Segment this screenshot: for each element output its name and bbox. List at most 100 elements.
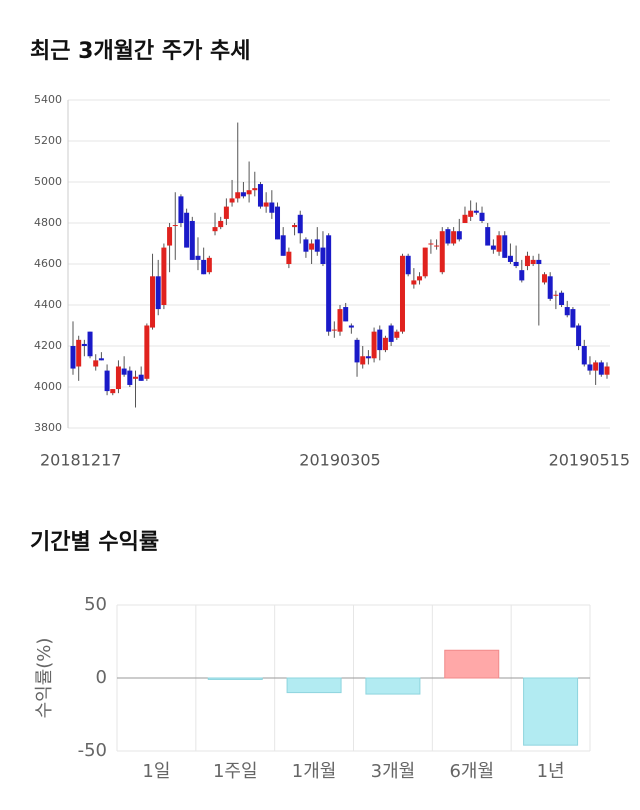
x-tick-label: 1주일 xyxy=(213,761,258,782)
candle-body xyxy=(434,245,440,247)
candle-body xyxy=(240,192,246,197)
candle-body xyxy=(337,309,343,332)
candle-body xyxy=(564,307,570,316)
candle-body xyxy=(479,212,485,221)
candle-body xyxy=(604,366,610,375)
candle-body xyxy=(542,274,548,283)
bar xyxy=(444,649,500,679)
candle-body xyxy=(553,294,559,296)
y-tick-label: 50 xyxy=(84,594,107,615)
candle-body xyxy=(507,255,513,262)
candle-body xyxy=(297,214,303,234)
candle-body xyxy=(530,259,536,264)
candle-body xyxy=(121,368,127,375)
candle-body xyxy=(524,255,530,267)
candle-body xyxy=(411,280,417,285)
candle-body xyxy=(365,356,371,359)
candle-body xyxy=(138,374,144,381)
candle-body xyxy=(70,346,76,369)
candle-body xyxy=(320,247,326,264)
candle-body xyxy=(127,370,133,385)
y-tick-label: 0 xyxy=(96,667,107,688)
candle-body xyxy=(428,243,434,245)
candle-body xyxy=(581,346,587,365)
candle-body xyxy=(98,358,104,361)
candle-body xyxy=(87,331,93,357)
candle-body xyxy=(155,276,161,310)
y-tick-label: 4400 xyxy=(34,298,62,311)
candle-body xyxy=(252,188,258,191)
candle-body xyxy=(263,202,269,207)
candle-body xyxy=(206,257,212,273)
bar xyxy=(286,677,342,694)
candle-body xyxy=(451,231,457,244)
bar xyxy=(523,677,579,746)
candle-body xyxy=(394,331,400,338)
candle-body xyxy=(286,251,292,264)
y-tick-label: 4000 xyxy=(34,380,62,393)
candle-body xyxy=(201,259,207,275)
x-tick-label: 20190515 xyxy=(549,451,630,470)
x-tick-label: 1일 xyxy=(142,761,170,782)
candle-body xyxy=(570,309,576,328)
candle-body xyxy=(115,366,121,390)
candle-body xyxy=(167,227,173,246)
candle-body xyxy=(229,198,235,203)
candle-body xyxy=(587,364,593,371)
candle-body xyxy=(110,389,116,394)
x-tick-label: 1개월 xyxy=(292,761,337,782)
x-tick-label: 1년 xyxy=(537,761,565,782)
y-tick-label: 4200 xyxy=(34,339,62,352)
candle-body xyxy=(576,325,582,346)
candle-body xyxy=(257,184,263,207)
candle-body xyxy=(360,356,366,365)
candle-body xyxy=(593,362,599,371)
candle-body xyxy=(439,231,445,273)
candle-body xyxy=(309,243,315,250)
candle-body xyxy=(559,292,565,305)
candle-body xyxy=(354,339,360,363)
candle-body xyxy=(292,225,298,228)
candle-body xyxy=(377,329,383,351)
candle-body xyxy=(399,255,405,332)
candle-body xyxy=(93,360,99,367)
candle-body xyxy=(496,235,502,252)
candle-body xyxy=(513,261,519,267)
candle-body xyxy=(547,276,553,299)
candle-body xyxy=(485,227,491,246)
candle-body xyxy=(456,231,462,240)
candle-body xyxy=(462,214,468,223)
candle-body xyxy=(218,220,224,228)
candle-body xyxy=(473,210,479,213)
chart-title: 최근 3개월간 주가 추세 xyxy=(30,39,250,64)
candle-body xyxy=(223,206,229,219)
candle-body xyxy=(382,337,388,351)
candle-body xyxy=(189,220,195,260)
y-tick-label: 3800 xyxy=(34,421,62,434)
candle-body xyxy=(348,325,354,328)
x-tick-label: 20181217 xyxy=(40,451,121,470)
x-tick-label: 20190305 xyxy=(299,451,380,470)
candle-body xyxy=(468,210,474,217)
y-tick-label: -50 xyxy=(78,740,107,761)
chart-title: 기간별 수익률 xyxy=(30,530,159,555)
candle-body xyxy=(161,247,167,305)
candle-body xyxy=(178,196,184,223)
candle-body xyxy=(417,276,423,281)
x-tick-label: 6개월 xyxy=(449,761,494,782)
candle-body xyxy=(326,235,332,332)
candle-body xyxy=(150,276,156,328)
candle-body xyxy=(519,270,525,281)
candle-body xyxy=(536,259,542,264)
candle-body xyxy=(314,239,320,252)
candle-body xyxy=(502,235,508,258)
candle-body xyxy=(422,247,428,277)
candle-body xyxy=(235,192,241,199)
candle-body xyxy=(195,255,201,260)
y-tick-label: 4800 xyxy=(34,216,62,229)
y-tick-label: 5000 xyxy=(34,175,62,188)
candle-body xyxy=(172,225,178,227)
candle-body xyxy=(303,239,309,252)
candle-body xyxy=(371,331,377,359)
x-tick-label: 3개월 xyxy=(371,761,416,782)
